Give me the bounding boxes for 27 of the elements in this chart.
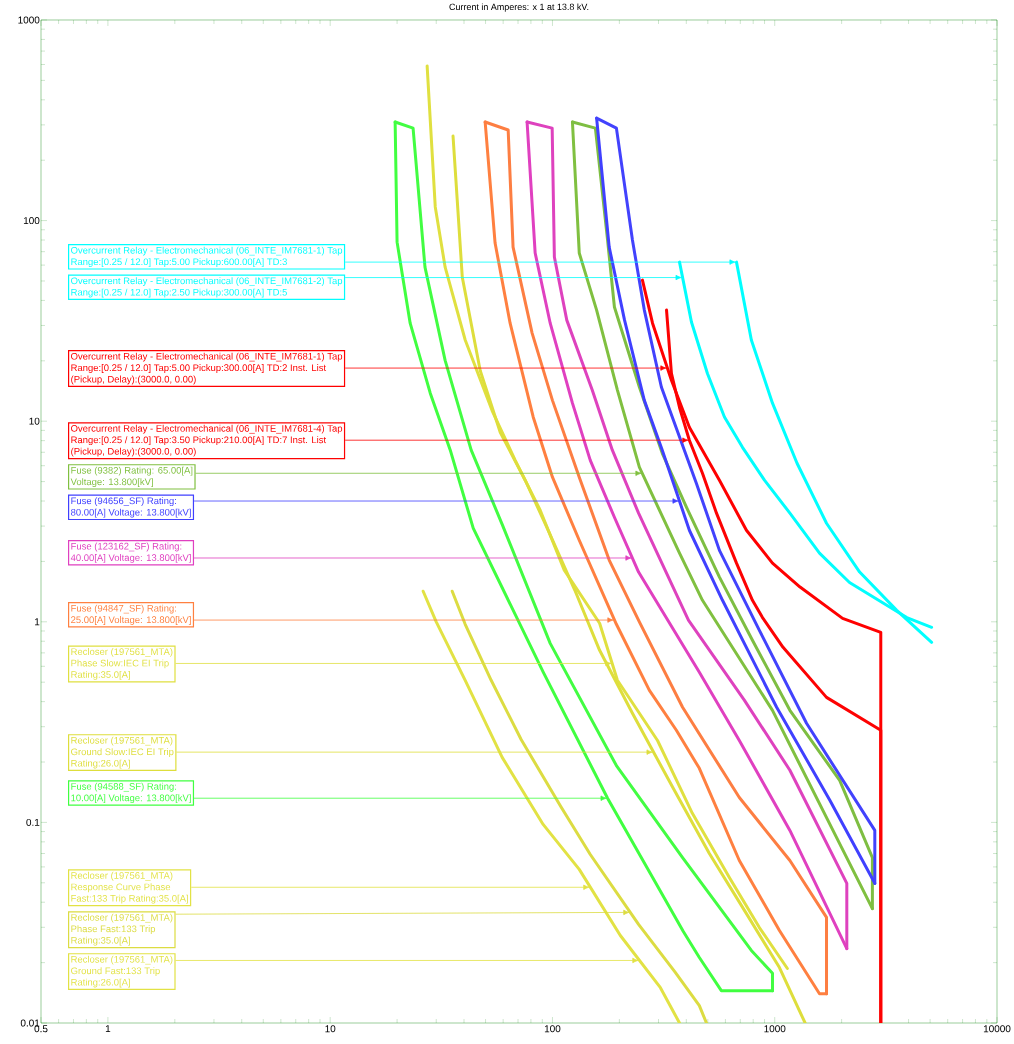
annotation: Recloser (197561_MTA) Ground Slow:IEC EI Trip Rating:26.0[A] (71, 736, 174, 769)
y-tick-label: 0.01 (20, 1019, 40, 1027)
annotation: Fuse (123162_SF) Rating: 40.00[A] Voltage: 13.800[kV] (70, 542, 191, 563)
y-tick-label: 1 (35, 618, 40, 626)
x-tick-label: 1 (105, 1025, 111, 1033)
annotation: Recloser (197561_MTA) Ground Fast:133 Trip Rating:26.0[A] (71, 955, 173, 988)
x-tick-label: 1000 (764, 1025, 786, 1033)
x-tick-label: 0.5 (34, 1025, 48, 1033)
chart-title: Current in Amperes: x 1 at 13.8 kV. (449, 3, 589, 12)
annotation: Overcurrent Relay - Electromechanical (06_INTE_IM7681-1) Tap Range:[0.25 / 12.0] Tap:5.00 Pickup:600.00[A] TD:3 (71, 246, 343, 267)
y-tick-label: 100 (23, 217, 40, 225)
annotation: Fuse (9382) Rating: 65.00[A] Voltage: 13.800[kV] (70, 466, 193, 488)
annotation: Overcurrent Relay - Electromechanical (06_INTE_IM7681-1) Tap Range:[0.25 / 12.0] Tap:5.00 Pickup:300.00[A] TD:2 Inst. List (Pickup, Delay):(3000.0, 0.00) (71, 352, 343, 385)
y-tick-label: 1000 (18, 16, 40, 24)
y-tick-label: 0.1 (26, 818, 40, 826)
annotation: Fuse (94588_SF) Rating: 10.00[A] Voltage: 13.800[kV] (71, 782, 191, 804)
annotation: Recloser (197561_MTA) Response Curve Phase Fast:133 Trip Rating:35.0[A] (71, 871, 188, 904)
y-tick-label: 10 (29, 417, 40, 425)
x-tick-label: 10000 (983, 1025, 1011, 1033)
annotation: Fuse (94656_SF) Rating: 80.00[A] Voltage: 13.800[kV] (71, 497, 191, 518)
annotation: Fuse (94847_SF) Rating: 25.00[A] Voltage: 13.800[kV] (71, 604, 191, 625)
x-tick-label: 10 (325, 1025, 336, 1033)
annotation: Overcurrent Relay - Electromechanical (06_INTE_IM7681-4) Tap Range:[0.25 / 12.0] Tap:3.50 Pickup:210.00[A] TD:7 Inst. List (Pickup, Delay):(3000.0, 0.00) (71, 424, 343, 457)
annotation: Recloser (197561_MTA) Phase Fast:133 Trip Rating:35.0[A] (71, 913, 173, 946)
annotation: Recloser (197561_MTA) Phase Slow:IEC EI Trip Rating:35.0[A] (71, 648, 173, 680)
annotation: Overcurrent Relay - Electromechanical (06_INTE_IM7681-2) Tap Range:[0.25 / 12.0] Tap:2.50 Pickup:300.00[A] TD:5 (71, 277, 343, 298)
x-tick-label: 100 (544, 1025, 561, 1033)
